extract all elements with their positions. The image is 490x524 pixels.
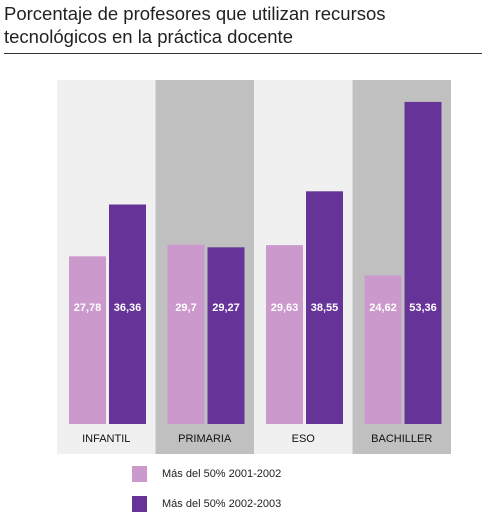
value-label-primaria-series-1: 29,7 [175, 302, 196, 314]
value-label-infantil-series-2: 36,36 [114, 302, 142, 314]
bar-primaria-series-2 [207, 247, 245, 424]
bar-eso-series-1 [266, 245, 303, 424]
legend-swatch-series-1 [132, 466, 147, 482]
category-label-infantil: INFANTIL [82, 433, 130, 445]
category-label-primaria: PRIMARIA [178, 433, 232, 445]
value-label-eso-series-1: 29,63 [271, 302, 299, 314]
title-divider [4, 53, 482, 54]
legend-label-series-1: Más del 50% 2001-2002 [162, 468, 282, 480]
value-label-bachiller-series-2: 53,36 [409, 302, 437, 314]
bar-bachiller-series-2 [404, 101, 442, 425]
category-label-bachiller: BACHILLER [371, 433, 432, 445]
legend-swatch-series-2 [132, 496, 147, 512]
legend-label-series-2: Más del 50% 2002-2003 [162, 498, 282, 510]
bar-infantil-series-1 [69, 256, 106, 424]
value-label-bachiller-series-1: 24,62 [369, 302, 397, 314]
chart-title: Porcentaje de profesores que utilizan re… [4, 3, 386, 47]
category-label-eso: ESO [292, 433, 316, 445]
bar-eso-series-2 [306, 191, 343, 424]
bar-bachiller-series-1 [364, 275, 402, 424]
bar-primaria-series-1 [167, 244, 205, 424]
value-label-infantil-series-1: 27,78 [74, 302, 102, 314]
value-label-eso-series-2: 38,55 [311, 302, 339, 314]
bar-infantil-series-2 [109, 204, 146, 424]
value-label-primaria-series-2: 29,27 [212, 302, 240, 314]
